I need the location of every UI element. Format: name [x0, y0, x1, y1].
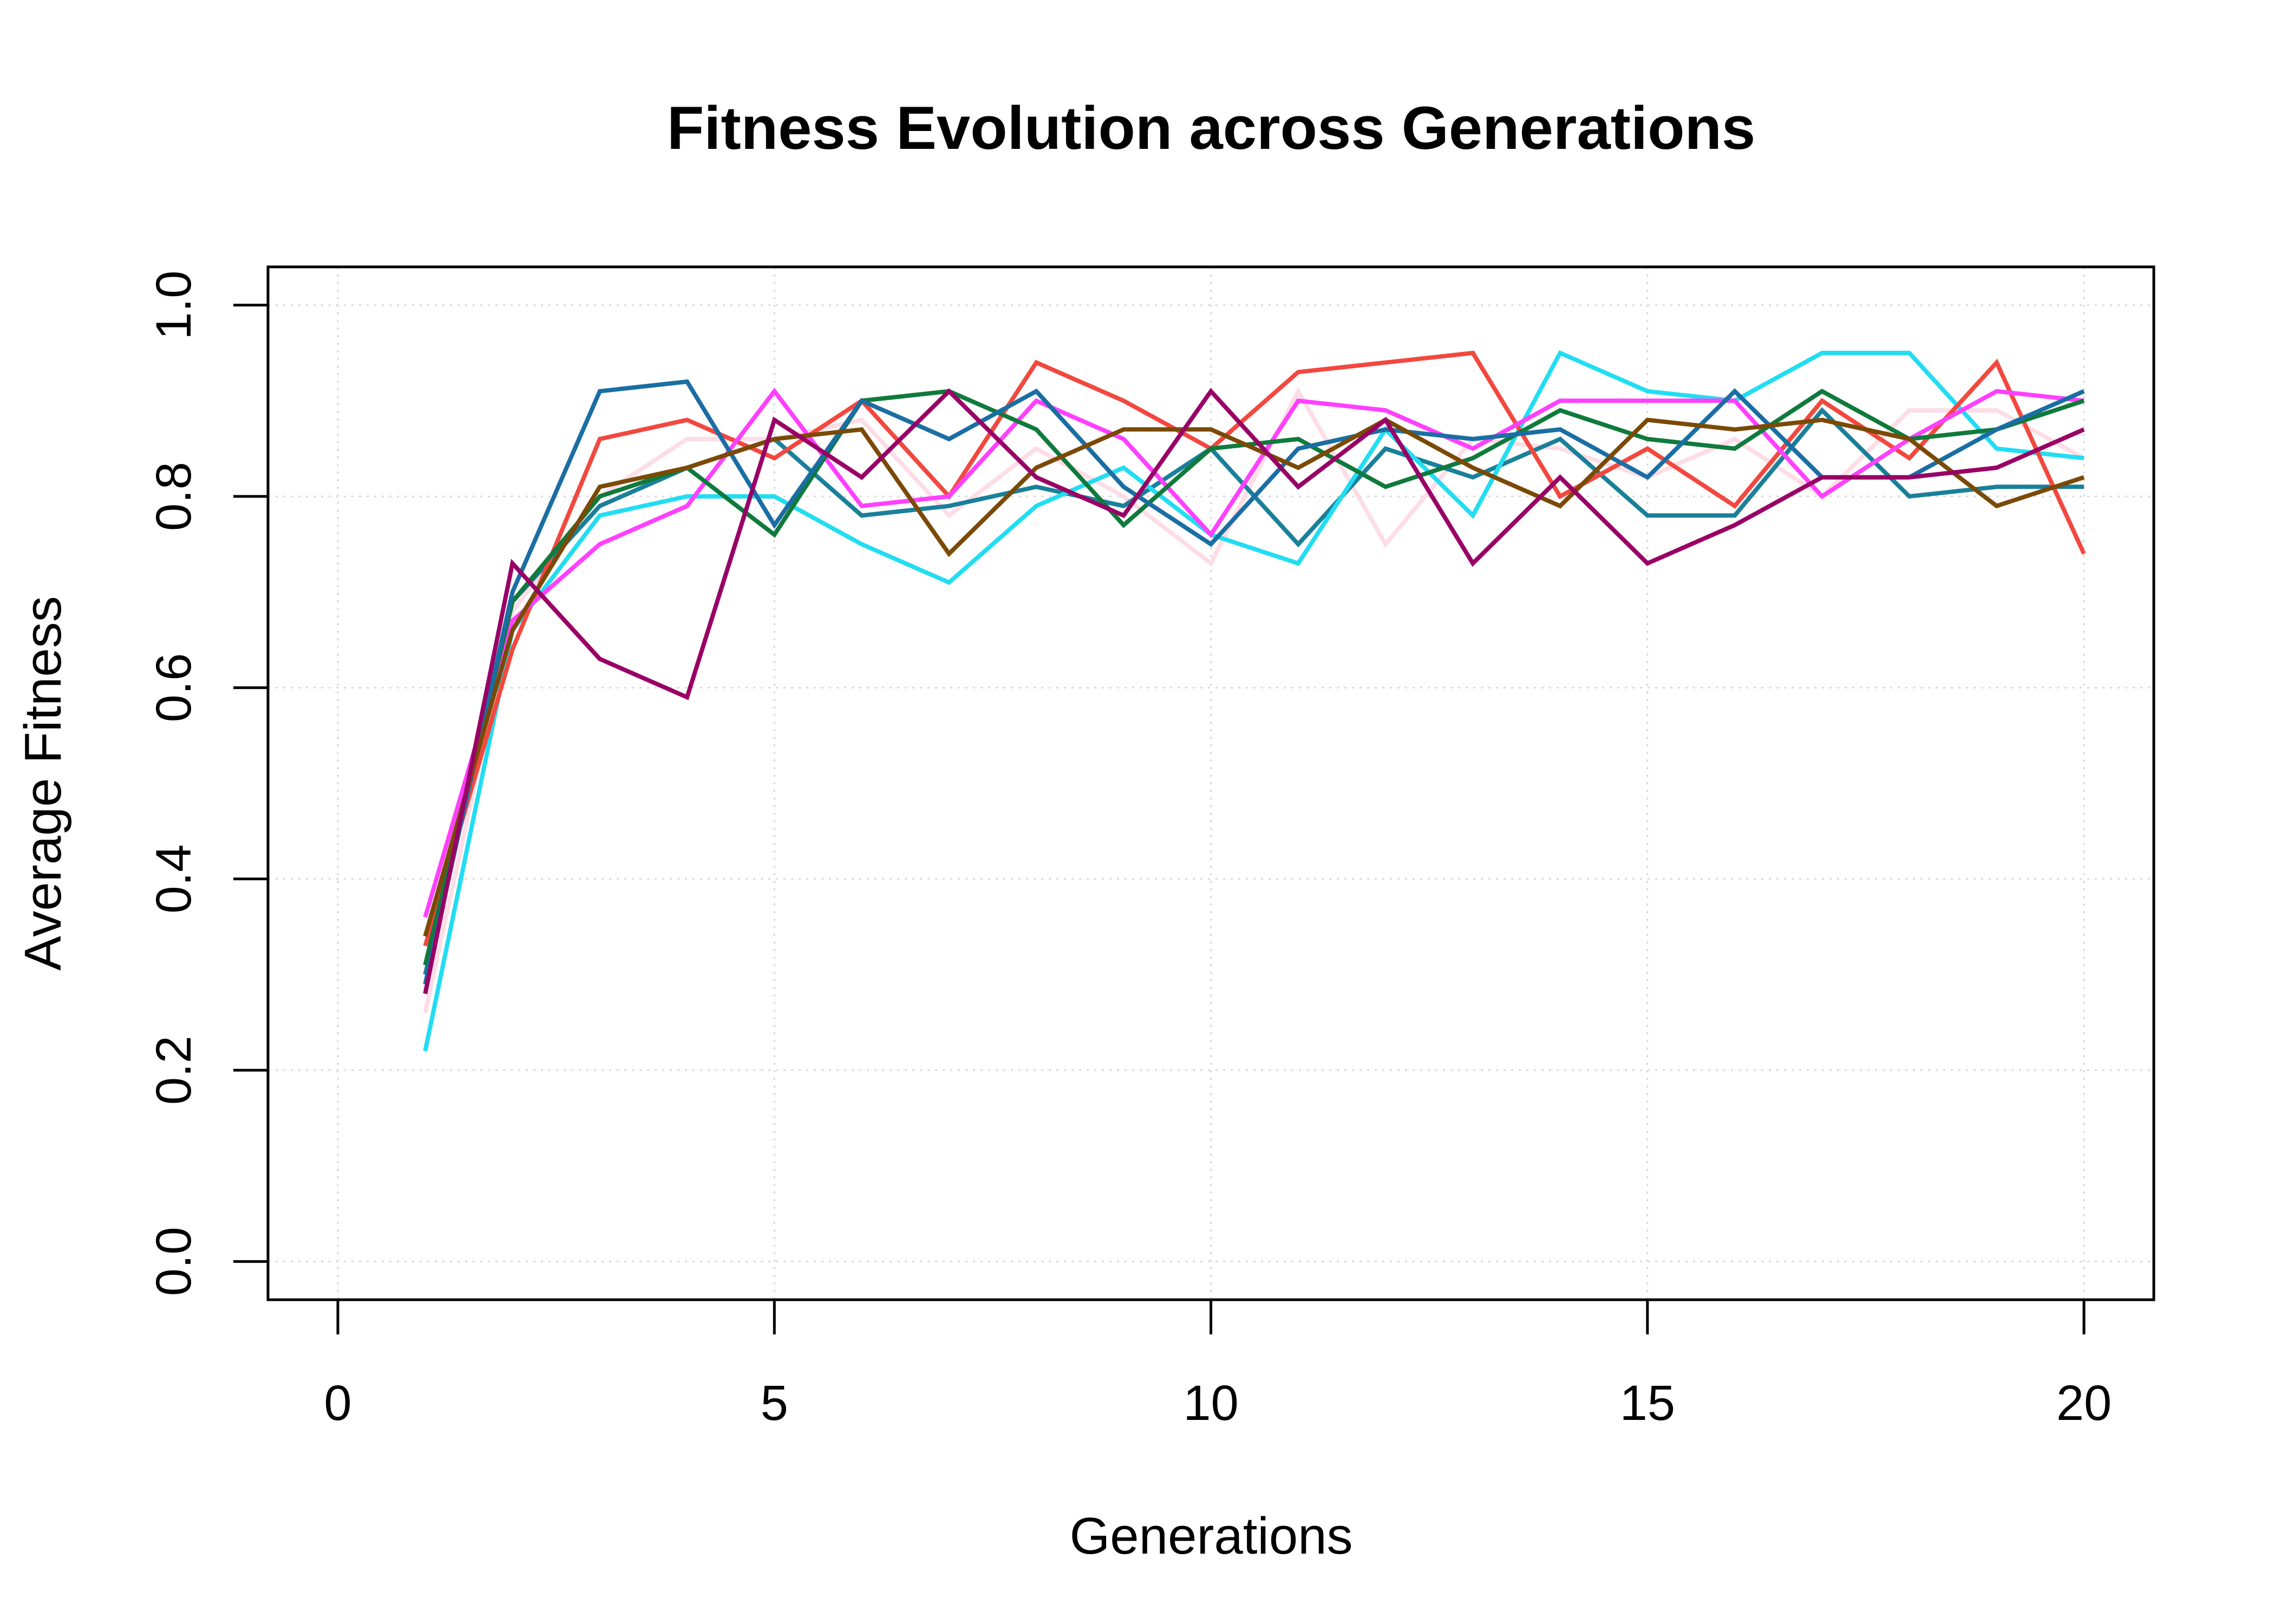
grid-lines — [268, 267, 2154, 1300]
series-line-4 — [423, 350, 2086, 947]
y-tick-label: 0.4 — [146, 844, 201, 914]
series-lines — [423, 350, 2086, 1052]
series-line-8 — [423, 417, 2085, 937]
x-axis: 0 5 10 15 20 — [324, 1298, 2112, 1431]
series-line-3 — [423, 350, 2084, 1052]
y-axis: 0.0 0.2 0.4 0.6 0.8 1.0 — [146, 271, 270, 1296]
y-axis-label: Average Fitness — [14, 596, 72, 971]
series-line-9 — [423, 388, 2085, 994]
x-tick-label: 0 — [324, 1376, 351, 1431]
x-tick-label: 15 — [1620, 1376, 1675, 1431]
x-tick-label: 10 — [1183, 1376, 1238, 1431]
y-tick-label: 0.6 — [146, 653, 201, 722]
series-line-5 — [423, 388, 2084, 918]
x-tick-label: 5 — [761, 1376, 788, 1431]
y-tick-label: 0.8 — [146, 462, 201, 531]
y-tick-label: 0.2 — [146, 1036, 201, 1105]
chart-title: Fitness Evolution across Generations — [667, 94, 1755, 162]
x-axis-label: Generations — [1070, 1507, 1353, 1565]
series-line-7 — [423, 379, 2085, 985]
x-tick-label: 20 — [2056, 1376, 2112, 1431]
y-tick-label: 0.0 — [146, 1227, 201, 1296]
y-tick-label: 1.0 — [146, 271, 201, 340]
series-line-6 — [423, 389, 2085, 966]
